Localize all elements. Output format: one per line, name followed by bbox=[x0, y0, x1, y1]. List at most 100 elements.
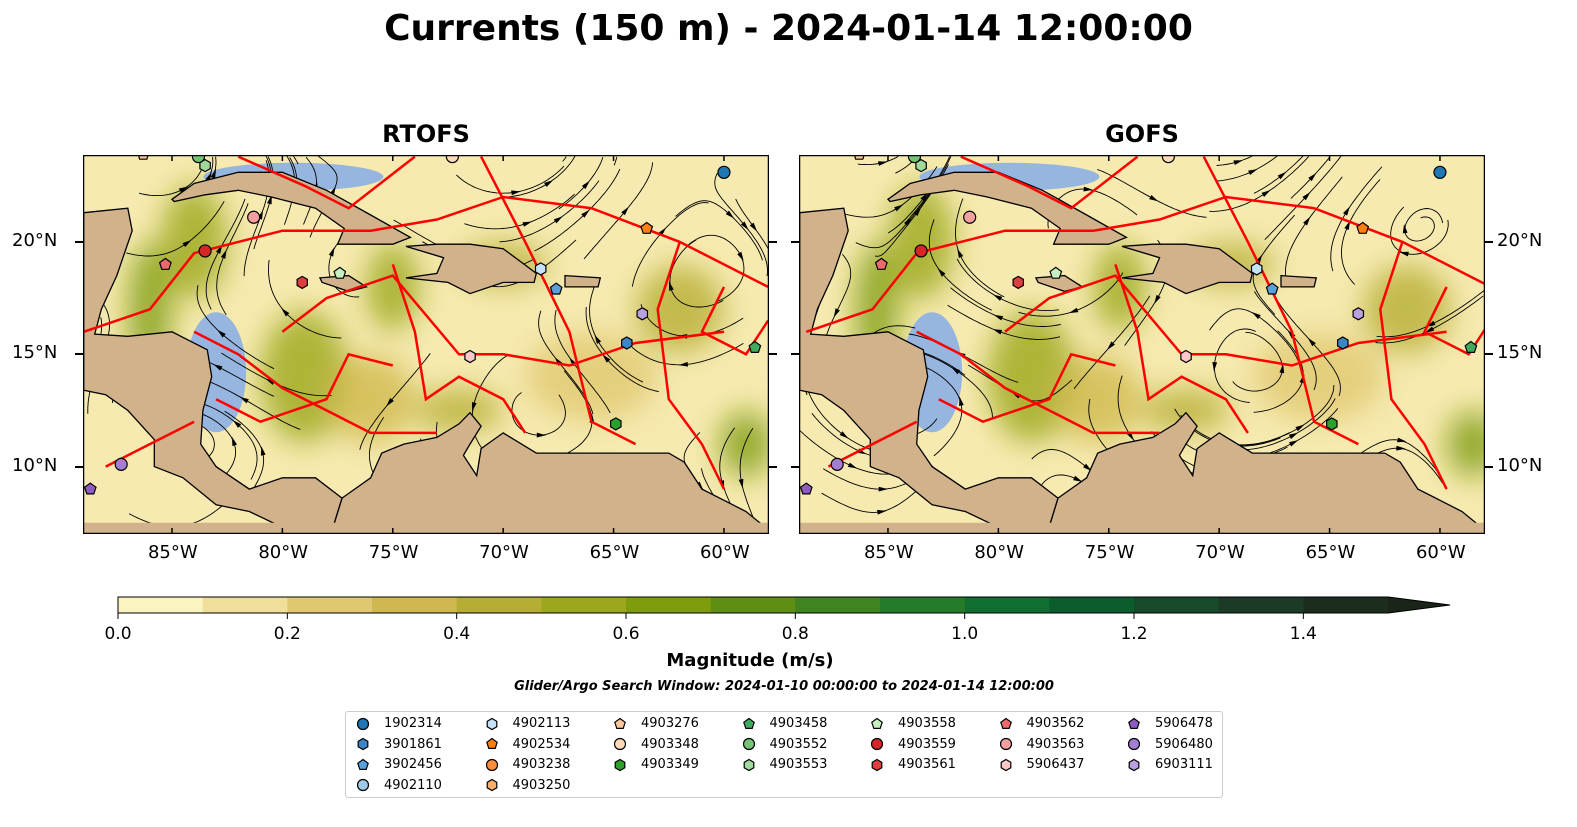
streamline bbox=[562, 156, 567, 162]
legend-item: 5906478 bbox=[1127, 716, 1213, 731]
lon-tick-label: 85°W bbox=[147, 542, 198, 563]
current-magnitude-patch bbox=[366, 242, 420, 331]
legend-item: 4903250 bbox=[485, 777, 571, 793]
streamline-arrow bbox=[1303, 216, 1311, 226]
float-6903111 bbox=[636, 307, 649, 321]
land-cuba bbox=[170, 171, 412, 245]
current-magnitude-patch bbox=[1142, 388, 1231, 433]
lat-tick-mark bbox=[1485, 240, 1493, 243]
float-4903349 bbox=[1325, 417, 1338, 431]
streamline-arrow bbox=[957, 248, 964, 259]
lat-tick-mark bbox=[75, 465, 83, 468]
colorbar-tick-label: 1.4 bbox=[1289, 624, 1317, 644]
float-4903348 bbox=[1161, 155, 1175, 164]
float-4902534 bbox=[1356, 221, 1370, 234]
legend-label: 4903552 bbox=[769, 736, 828, 752]
pentagon-marker bbox=[871, 717, 883, 729]
float-4903562 bbox=[874, 257, 888, 270]
hexagon-marker-icon bbox=[1128, 758, 1140, 771]
float-4903558 bbox=[1049, 266, 1063, 279]
legend-label: 3902456 bbox=[384, 757, 442, 772]
float-4903458 bbox=[748, 340, 762, 353]
lat-tick-mark bbox=[769, 465, 777, 468]
land-southamerica bbox=[1046, 411, 1485, 534]
pentagon-marker-icon bbox=[614, 717, 626, 729]
land-puertorico bbox=[564, 274, 602, 288]
legend-item: 3902456 bbox=[356, 757, 442, 772]
legend-label: 4902534 bbox=[512, 736, 571, 752]
lat-tick-mark bbox=[791, 465, 799, 468]
streamline-arrow bbox=[1397, 437, 1407, 443]
float-4903558 bbox=[333, 266, 347, 279]
pentagon-marker bbox=[999, 717, 1012, 729]
hexagon-marker bbox=[357, 737, 369, 751]
streamline-arrow bbox=[260, 446, 266, 456]
eez-boundary bbox=[700, 286, 769, 356]
streamline-arrow bbox=[553, 216, 563, 224]
current-magnitude-patch bbox=[987, 310, 1076, 443]
streamline-arrow bbox=[877, 509, 887, 515]
legend-label: 4903561 bbox=[898, 757, 956, 772]
float-3901861 bbox=[620, 336, 633, 350]
streamline-arrow bbox=[937, 268, 946, 277]
colorbar-bin bbox=[964, 597, 1050, 613]
float-5906478 bbox=[799, 482, 813, 495]
float-3902456 bbox=[549, 282, 563, 295]
hexagon-marker-icon bbox=[486, 717, 497, 730]
float-4903552 bbox=[907, 155, 922, 164]
colorbar-bin bbox=[118, 597, 204, 613]
streamline-arrow bbox=[1288, 432, 1299, 440]
current-magnitude-patch bbox=[1053, 355, 1142, 444]
legend-label: 4902110 bbox=[384, 777, 442, 793]
streamline-arrow bbox=[1344, 220, 1351, 230]
legend-item: 1902314 bbox=[356, 716, 442, 731]
colorbar-tick-label: 0.6 bbox=[612, 624, 640, 644]
streamline-arrow bbox=[581, 180, 590, 190]
streamline-arrow bbox=[725, 210, 735, 219]
colorbar-bin bbox=[1049, 597, 1135, 613]
float-3902456 bbox=[1265, 282, 1279, 295]
legend-item: 4903561 bbox=[870, 757, 956, 772]
streamline-arrow bbox=[1424, 326, 1435, 333]
streamline-arrow bbox=[1302, 191, 1311, 201]
hexagon-marker-icon bbox=[614, 758, 626, 771]
streamline-arrow bbox=[1212, 362, 1218, 372]
colorbar-bin bbox=[372, 597, 458, 613]
legend-item: 4902534 bbox=[485, 736, 571, 752]
legend-item: 5906437 bbox=[999, 757, 1084, 772]
circle-marker bbox=[742, 737, 755, 751]
streamline-arrow bbox=[1399, 251, 1409, 257]
eez-boundary bbox=[391, 264, 527, 434]
colorbar-bin bbox=[456, 597, 542, 613]
legend-label: 6903111 bbox=[1155, 757, 1213, 772]
legend-label: 1902314 bbox=[384, 716, 442, 731]
hexagon-marker bbox=[1128, 758, 1140, 771]
circle-marker bbox=[1127, 737, 1141, 751]
streamline-arrow bbox=[992, 329, 1003, 335]
streamline-arrow bbox=[1295, 424, 1305, 432]
streamline-arrow bbox=[536, 432, 546, 438]
float-4902113 bbox=[534, 262, 547, 276]
lon-tick-label: 85°W bbox=[863, 542, 914, 563]
hexagon-marker-icon bbox=[1000, 758, 1011, 771]
streamline bbox=[613, 156, 618, 166]
streamline-arrow bbox=[678, 361, 689, 367]
legend-label: 4903563 bbox=[1026, 736, 1085, 752]
streamline-arrow bbox=[1149, 194, 1159, 202]
current-magnitude-patch bbox=[415, 388, 504, 433]
streamline-arrow bbox=[232, 419, 242, 428]
legend-item: 4903238 bbox=[485, 757, 570, 772]
legend-label: 5906478 bbox=[1155, 716, 1213, 731]
current-magnitude-patch bbox=[161, 184, 228, 300]
figure-title: Currents (150 m) - 2024-01-14 12:00:00 bbox=[384, 8, 1193, 49]
legend-label: 4903250 bbox=[512, 777, 571, 793]
float-5906480 bbox=[830, 457, 844, 471]
streamline-arrow bbox=[1279, 363, 1285, 374]
eez-boundary bbox=[237, 155, 416, 210]
circle-marker-icon bbox=[999, 737, 1012, 751]
colorbar-bin bbox=[880, 597, 966, 613]
lat-tick-mark bbox=[1485, 465, 1493, 468]
eez-boundary bbox=[916, 330, 1160, 435]
float-4903559 bbox=[914, 244, 928, 258]
current-magnitude-patch bbox=[1252, 332, 1385, 421]
